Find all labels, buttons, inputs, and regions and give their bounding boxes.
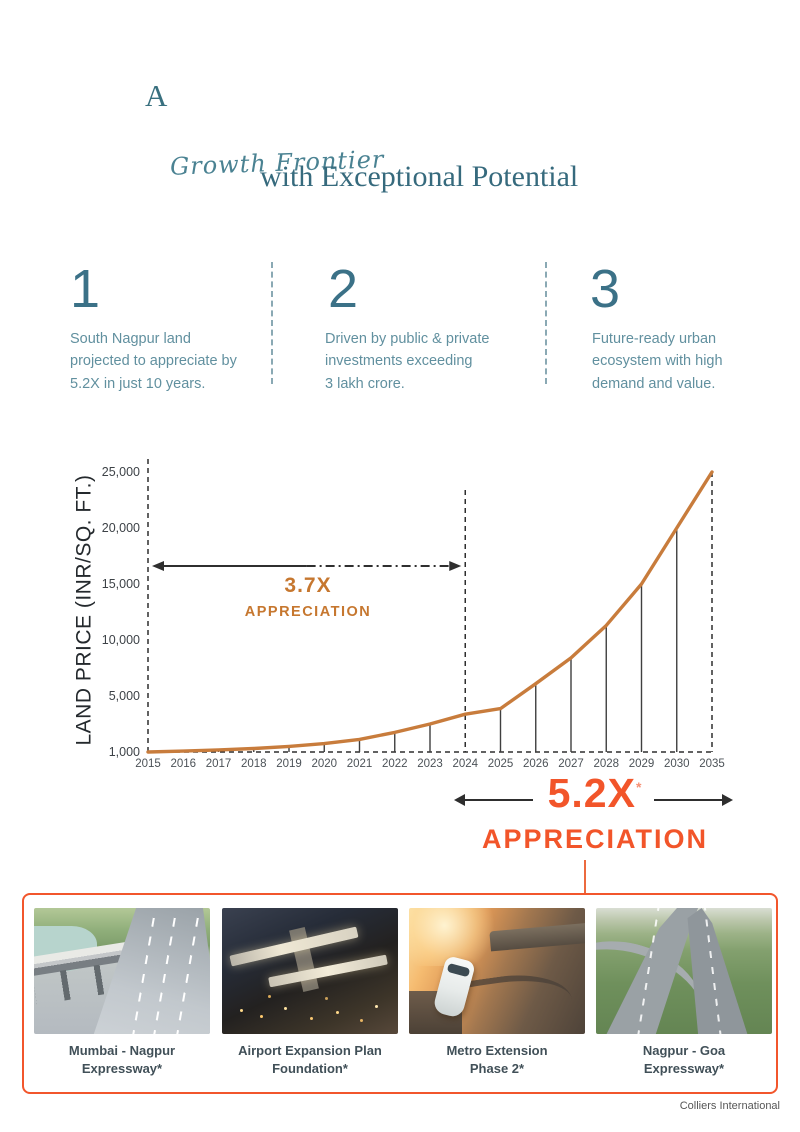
svg-text:2021: 2021 xyxy=(347,758,373,770)
svg-text:2030: 2030 xyxy=(664,758,690,770)
svg-text:2017: 2017 xyxy=(206,758,232,770)
highway-interchange-aerial-photo xyxy=(596,908,772,1034)
slide-letter: A xyxy=(145,78,168,113)
svg-text:2018: 2018 xyxy=(241,758,267,770)
right-arrow xyxy=(654,794,733,806)
project-card: Metro Extension Phase 2* xyxy=(409,895,585,1090)
svg-text:10,000: 10,000 xyxy=(102,633,140,647)
appreciation-5-2x-value: 5.2X* xyxy=(500,770,690,817)
left-arrow xyxy=(454,794,533,806)
project-card: Nagpur - Goa Expressway* xyxy=(596,895,772,1090)
metro-train-sunset-photo xyxy=(409,908,585,1034)
appreciation-5-2x-label: APPRECIATION xyxy=(481,824,708,854)
apron-lights xyxy=(239,1008,243,1012)
footnote-asterisk: * xyxy=(635,779,643,796)
svg-text:2028: 2028 xyxy=(593,758,619,770)
svg-text:20,000: 20,000 xyxy=(102,521,140,535)
dashed-divider xyxy=(545,262,547,384)
brand-footer: Colliers International xyxy=(679,1100,780,1112)
project-caption: Nagpur - Goa Expressway* xyxy=(642,1043,726,1077)
airport-aerial-night-photo xyxy=(222,908,398,1034)
project-caption: Mumbai - Nagpur Expressway* xyxy=(68,1043,176,1077)
svg-text:1,000: 1,000 xyxy=(109,745,140,759)
svg-text:15,000: 15,000 xyxy=(102,577,140,591)
connector-line xyxy=(584,860,586,894)
svg-text:2020: 2020 xyxy=(311,758,337,770)
svg-text:2024: 2024 xyxy=(452,758,478,770)
appreciation-3-7x-value: 3.7X xyxy=(284,574,332,597)
expressway-bridge-photo xyxy=(34,908,210,1034)
dashed-divider xyxy=(271,262,273,384)
svg-text:2023: 2023 xyxy=(417,758,443,770)
lit-terminal xyxy=(267,954,388,988)
point-2-number: 2 xyxy=(328,259,359,319)
point-1-number: 1 xyxy=(70,259,101,319)
svg-text:2016: 2016 xyxy=(170,758,196,770)
point-3-number: 3 xyxy=(590,259,621,319)
svg-text:2019: 2019 xyxy=(276,758,302,770)
appreciation-3-7x-label: APPRECIATION xyxy=(244,604,372,620)
page-title: with Exceptional Potential xyxy=(260,160,579,193)
station-roof xyxy=(489,922,585,952)
point-2-text: Driven by public & private investments e… xyxy=(325,331,490,392)
appreciation-3-7x-annotation: 3.7X APPRECIATION xyxy=(233,574,383,620)
project-card: Airport Expansion Plan Foundation* xyxy=(222,895,398,1090)
svg-text:2029: 2029 xyxy=(629,758,655,770)
project-caption: Airport Expansion Plan Foundation* xyxy=(238,1043,382,1077)
land-price-chart: 1,000 5,000 10,000 15,000 20,000 25,000 2015 20… xyxy=(102,459,725,770)
svg-text:2025: 2025 xyxy=(488,758,514,770)
svg-text:2035: 2035 xyxy=(699,758,725,770)
appreciation-5-2x-number: 5.2X xyxy=(547,770,636,816)
project-card: Mumbai - Nagpur Expressway* xyxy=(34,895,210,1090)
svg-text:2026: 2026 xyxy=(523,758,549,770)
svg-text:2027: 2027 xyxy=(558,758,584,770)
svg-text:5,000: 5,000 xyxy=(109,689,140,703)
svg-text:2015: 2015 xyxy=(135,758,161,770)
projects-box: Mumbai - Nagpur Expressway* Airport Expa… xyxy=(22,893,778,1094)
point-1-text: South Nagpur land projected to appreciat… xyxy=(70,331,237,392)
svg-text:2022: 2022 xyxy=(382,758,408,770)
point-3-text: Future-ready urban ecosystem with high d… xyxy=(592,331,723,392)
project-caption: Metro Extension Phase 2* xyxy=(446,1043,548,1077)
svg-text:25,000: 25,000 xyxy=(102,465,140,479)
